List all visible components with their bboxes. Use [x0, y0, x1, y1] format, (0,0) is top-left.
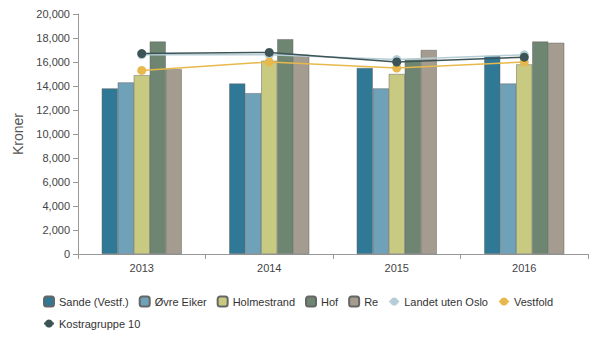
svg-text:2,000: 2,000 [42, 224, 70, 236]
svg-text:12,000: 12,000 [36, 104, 70, 116]
svg-text:2016: 2016 [512, 262, 536, 274]
svg-text:16,000: 16,000 [36, 56, 70, 68]
svg-text:10,000: 10,000 [36, 128, 70, 140]
svg-text:Hof: Hof [321, 296, 339, 308]
svg-text:Kroner: Kroner [10, 113, 26, 155]
svg-text:Sande (Vestf.): Sande (Vestf.) [59, 296, 129, 308]
svg-text:0: 0 [64, 248, 70, 260]
svg-text:Øvre Eiker: Øvre Eiker [155, 296, 207, 308]
svg-text:14,000: 14,000 [36, 80, 70, 92]
svg-text:Vestfold: Vestfold [514, 296, 553, 308]
svg-text:8,000: 8,000 [42, 152, 70, 164]
svg-text:4,000: 4,000 [42, 200, 70, 212]
svg-text:2013: 2013 [130, 262, 154, 274]
svg-text:2014: 2014 [257, 262, 281, 274]
svg-text:20,000: 20,000 [36, 8, 70, 20]
svg-text:6,000: 6,000 [42, 176, 70, 188]
svg-text:Re: Re [364, 296, 378, 308]
svg-text:Landet uten Oslo: Landet uten Oslo [404, 296, 488, 308]
svg-text:Kostragruppe 10: Kostragruppe 10 [59, 318, 140, 330]
svg-text:18,000: 18,000 [36, 32, 70, 44]
svg-text:2015: 2015 [385, 262, 409, 274]
svg-text:Holmestrand: Holmestrand [233, 296, 295, 308]
